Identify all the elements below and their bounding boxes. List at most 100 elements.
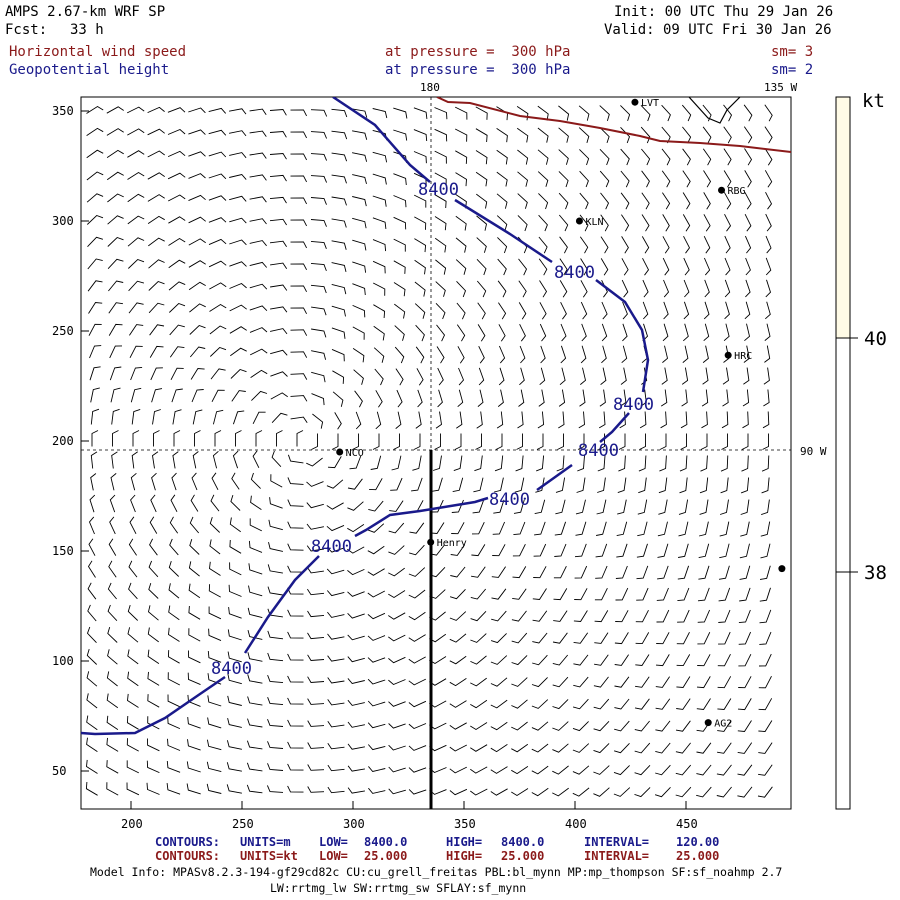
wind-barb [580,367,587,385]
wind-barb [287,631,304,639]
wind-barb [476,237,487,253]
wind-barb [367,568,385,576]
wind-barb [129,345,143,359]
wind-barb [559,367,566,386]
wind-barb [270,349,288,356]
wind-barb [455,215,467,231]
wind-barb [723,170,732,188]
wind-barb [347,591,365,597]
wind-barb [207,650,222,663]
station-dot [704,719,712,727]
wind-barb [127,215,145,225]
wind-barb [737,742,753,754]
wind-barb [269,153,287,160]
wind-barb [230,347,247,357]
wind-barb [640,126,651,144]
wind-barb [131,408,141,425]
wind-barb [696,786,712,798]
wind-barb [388,522,405,534]
wind-barb [476,411,483,429]
field2-smoothing: sm= 2 [771,62,814,78]
wind-barb [599,148,610,166]
wind-barb [127,237,145,247]
wind-barb [347,787,365,794]
wind-barb [227,717,242,728]
wind-barb [613,742,630,754]
wind-barb [557,433,564,450]
wind-barb [367,700,386,707]
wind-barb [128,582,138,600]
wind-barb [456,324,466,342]
wind-barb [326,479,344,489]
wind-barb [600,258,609,276]
wind-barb [531,765,549,775]
wind-barb [640,104,651,122]
wind-barb [250,472,261,489]
wind-barb [490,655,508,665]
wind-barb [388,590,406,599]
wind-barb [332,370,345,384]
wind-barb [229,562,242,576]
wind-barb [347,699,365,706]
wind-barb [534,499,546,515]
wind-barb [703,323,710,342]
wind-barb [662,214,670,232]
wind-barb [331,305,346,317]
wind-barb [86,737,98,752]
wind-barb [759,587,771,602]
wind-barb [600,236,609,254]
wind-barb [394,325,405,341]
wind-barb [172,451,179,469]
wind-barb [475,128,488,143]
wind-barb [678,543,689,558]
wind-barb [661,148,671,166]
wind-barb [147,172,165,180]
wind-barb [352,261,367,273]
station-dot [718,186,726,194]
wind-barb [206,739,222,751]
wind-barb [149,538,158,556]
wind-barb [470,788,488,796]
wind-barb [248,585,263,597]
wind-barb [230,494,241,511]
wind-barb [518,280,527,298]
wind-barb [106,737,119,752]
wind-barb [86,715,98,731]
wind-barb [109,345,123,359]
wind-barb [91,430,99,447]
wind-barb [511,788,529,797]
wind-barb [108,560,117,578]
wind-barb [519,323,526,342]
meridian-label-right: 135 W [764,81,797,94]
wind-barb [498,324,506,342]
wind-barb [169,516,179,534]
wind-barb [415,346,425,364]
wind-barb [111,451,118,469]
wind-barb [758,720,773,732]
wind-barb [148,302,165,314]
wind-barb [512,566,527,579]
wind-barb [132,430,140,447]
wind-barb [491,566,506,578]
wind-barb [109,494,116,513]
wind-barb [599,389,606,407]
wind-barb [90,387,100,403]
wind-barb [617,499,627,515]
wind-barb [229,108,247,115]
wind-barb [408,634,426,642]
wind-barb [290,219,307,227]
wind-barb [579,214,589,232]
wind-barb [414,281,426,297]
wind-barb [614,720,630,732]
wind-barb [454,433,462,450]
wind-barb [655,654,670,667]
wind-barb [347,656,365,663]
forecast-hour: 33 h [70,22,104,38]
contour-label: 8400 [613,395,654,415]
wind-barb [86,214,104,225]
wind-barb [267,652,284,662]
wind-barb [169,346,185,358]
wind-barb [207,695,222,707]
wind-barb [147,694,160,708]
wind-barb [518,389,525,407]
